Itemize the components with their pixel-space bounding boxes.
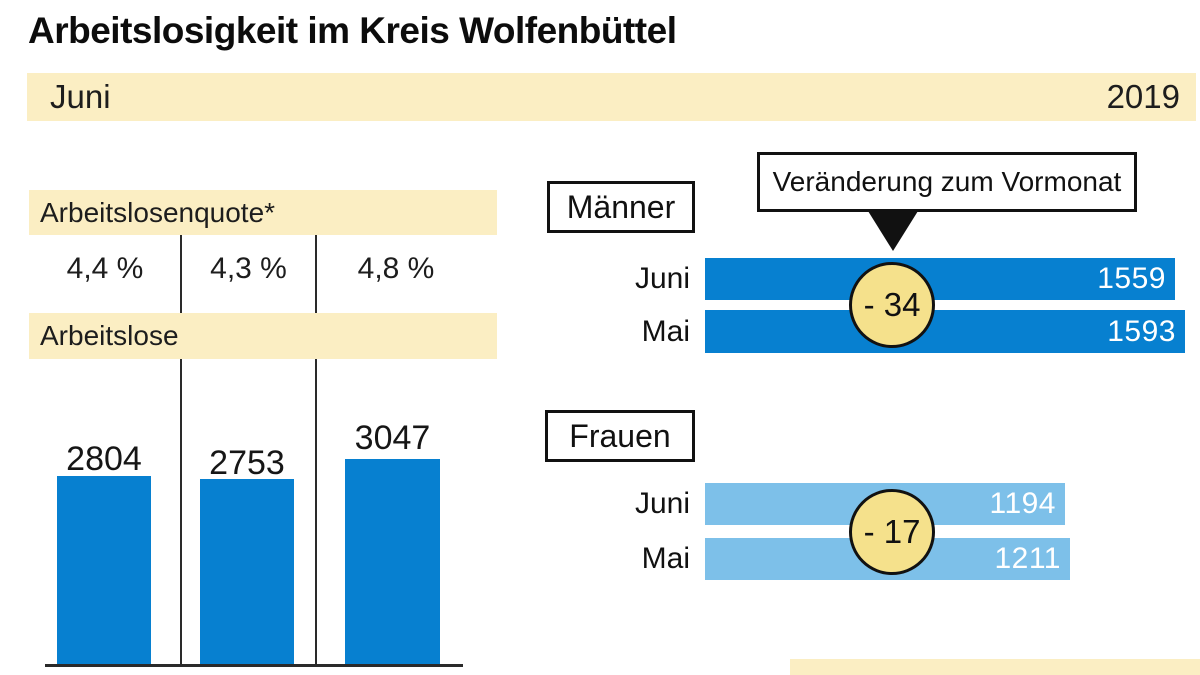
bar-value-label: 2753 xyxy=(209,444,285,482)
quote-band: Arbeitslosenquote* xyxy=(29,190,497,235)
bar-value-label: 3047 xyxy=(354,419,431,457)
frauen-change-value: - 17 xyxy=(863,513,921,550)
maenner-mai-value: 1593 xyxy=(1107,314,1176,348)
maenner-label-box: Männer xyxy=(547,181,695,233)
column-bar xyxy=(345,459,440,664)
maenner-change-badge: - 34 xyxy=(849,262,935,348)
quote-value-1: 4,4 % xyxy=(66,252,144,285)
change-callout-label: Veränderung zum Vormonat xyxy=(772,166,1122,197)
bar-value-label: 2804 xyxy=(66,440,142,478)
chart-baseline xyxy=(45,664,463,667)
column-divider xyxy=(180,235,182,313)
unemployed-band-label: Arbeitslose xyxy=(40,320,179,351)
maenner-mai-bar: 1593 xyxy=(705,310,1185,353)
maenner-change-value: - 34 xyxy=(863,286,921,323)
maenner-juni-row: Juni 1559 xyxy=(605,258,1175,300)
frauen-mai-row: Mai 1211 xyxy=(605,538,1070,580)
maenner-label: Männer xyxy=(566,188,676,225)
period-month: Juni xyxy=(50,78,111,115)
callout-arrow-icon xyxy=(868,211,918,251)
period-year: 2019 xyxy=(1106,78,1180,115)
column-bar xyxy=(57,476,151,664)
column-divider xyxy=(315,359,317,665)
quote-value-2: 4,3 % xyxy=(210,252,287,285)
maenner-juni-value: 1559 xyxy=(1097,262,1166,295)
row-label-mai: Mai xyxy=(641,314,690,348)
column-divider xyxy=(180,359,182,665)
page-title: Arbeitslosigkeit im Kreis Wolfenbüttel xyxy=(28,10,677,51)
frauen-mai-value: 1211 xyxy=(994,542,1061,575)
maenner-mai-row: Mai 1593 xyxy=(605,310,1185,353)
frauen-label: Frauen xyxy=(569,417,671,454)
quote-value-3: 4,8 % xyxy=(357,252,435,285)
row-label-mai: Mai xyxy=(641,542,690,575)
column-bar xyxy=(200,479,294,664)
frauen-juni-row: Juni 1194 xyxy=(605,483,1065,525)
quote-band-label: Arbeitslosenquote* xyxy=(40,196,276,228)
unemployed-band: Arbeitslose xyxy=(29,313,497,359)
frauen-change-badge: - 17 xyxy=(849,489,935,575)
change-callout-box: Veränderung zum Vormonat xyxy=(757,152,1137,212)
bottom-band-partial xyxy=(790,659,1200,675)
column-divider xyxy=(315,235,317,313)
row-label-juni: Juni xyxy=(634,262,690,295)
frauen-juni-value: 1194 xyxy=(989,487,1056,520)
maenner-juni-bar: 1559 xyxy=(705,258,1175,300)
frauen-label-box: Frauen xyxy=(545,410,695,462)
row-label-juni: Juni xyxy=(634,487,690,520)
period-band: Juni 2019 xyxy=(27,73,1196,121)
